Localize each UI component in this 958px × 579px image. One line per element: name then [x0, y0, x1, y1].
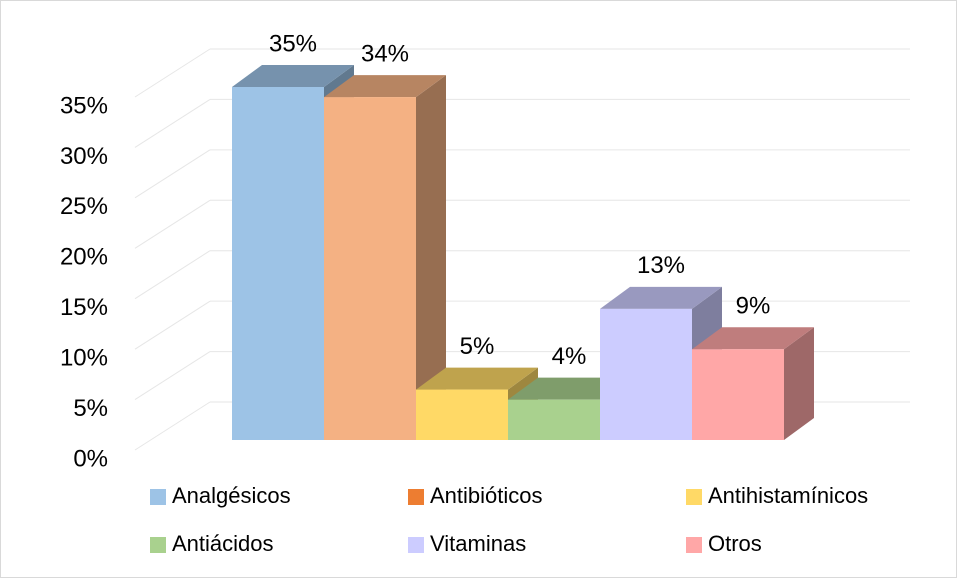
- bar: [692, 349, 784, 440]
- bar-top: [600, 286, 722, 309]
- y-tick-label: 10%: [60, 344, 108, 371]
- legend-swatch: [686, 537, 702, 553]
- y-tick-label: 20%: [60, 244, 108, 271]
- y-tick-label: 5%: [73, 395, 108, 422]
- grid-line: [134, 48, 211, 98]
- bar: [232, 87, 324, 440]
- grid-line: [134, 401, 211, 451]
- legend-swatch: [686, 489, 702, 505]
- y-tick-label: 0%: [73, 445, 108, 472]
- bar-side: [416, 75, 446, 440]
- y-tick-label: 15%: [60, 294, 108, 321]
- bar: [600, 308, 692, 440]
- data-label: 9%: [736, 293, 771, 320]
- data-label: 35%: [269, 30, 317, 57]
- grid-line: [134, 300, 211, 350]
- bar: [416, 389, 508, 440]
- data-label: 4%: [552, 343, 587, 370]
- data-label: 34%: [361, 40, 409, 67]
- legend-label: Analgésicos: [172, 483, 291, 508]
- grid-line: [134, 99, 211, 148]
- bar-side: [784, 327, 814, 440]
- legend-label: Antibióticos: [430, 483, 543, 508]
- y-tick-label: 30%: [60, 143, 108, 170]
- bar-top: [232, 65, 354, 87]
- bar: [508, 399, 600, 440]
- bar-top: [416, 367, 538, 390]
- y-tick-label: 25%: [60, 193, 108, 220]
- legend-label: Antihistamínicos: [708, 483, 868, 508]
- data-label: 5%: [460, 333, 495, 360]
- grid-line: [134, 149, 211, 199]
- legend-label: Otros: [708, 531, 762, 556]
- y-tick-label: 35%: [60, 92, 108, 119]
- bar: [324, 97, 416, 440]
- legend-swatch: [150, 537, 166, 553]
- bar-top: [508, 377, 630, 400]
- bar-top: [692, 327, 814, 350]
- data-label: 13%: [637, 252, 685, 279]
- legend-swatch: [408, 489, 424, 505]
- legend-label: Antiácidos: [172, 531, 274, 556]
- legend-swatch: [150, 489, 166, 505]
- grid-line: [134, 351, 211, 400]
- legend-label: Vitaminas: [430, 531, 526, 556]
- legend-swatch: [408, 537, 424, 553]
- grid-line: [134, 199, 211, 249]
- grid-line: [134, 250, 211, 300]
- bar-top: [324, 75, 446, 98]
